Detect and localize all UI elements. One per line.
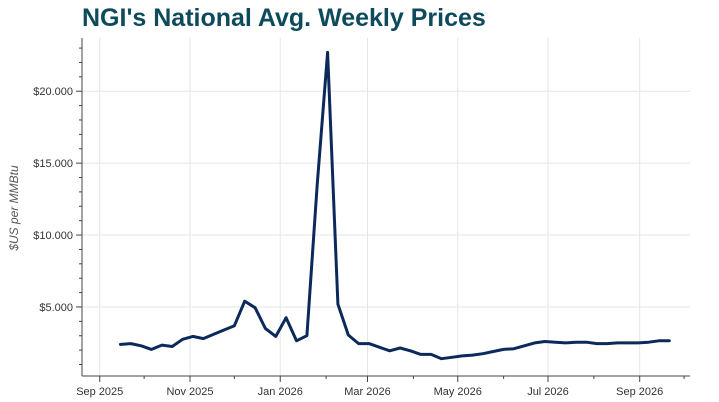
x-tick-label: Jul 2026 — [527, 386, 569, 398]
x-tick-label: Jan 2026 — [258, 386, 303, 398]
x-tick-label: Mar 2026 — [344, 386, 390, 398]
y-axis-label: $US per MMBtu — [7, 165, 21, 252]
grid — [82, 38, 690, 376]
y-tick-label: $15.000 — [33, 158, 73, 170]
tick-labels: $5.000 $10.000 $15.000 $20.000 Sep 2025 Nov 2… — [33, 86, 663, 398]
x-tick-label: Sep 2025 — [76, 386, 123, 398]
price-series-line — [119, 50, 671, 361]
y-tick-label: $10.000 — [33, 230, 73, 242]
y-tick-label: $5.000 — [39, 302, 73, 314]
axes — [76, 38, 690, 382]
x-tick-label: Sep 2026 — [616, 386, 663, 398]
y-tick-label: $20.000 — [33, 86, 73, 98]
x-tick-label: May 2026 — [434, 386, 482, 398]
chart-title: NGI's National Avg. Weekly Prices — [82, 4, 486, 32]
series-layer — [119, 50, 671, 361]
x-tick-label: Nov 2025 — [166, 386, 213, 398]
